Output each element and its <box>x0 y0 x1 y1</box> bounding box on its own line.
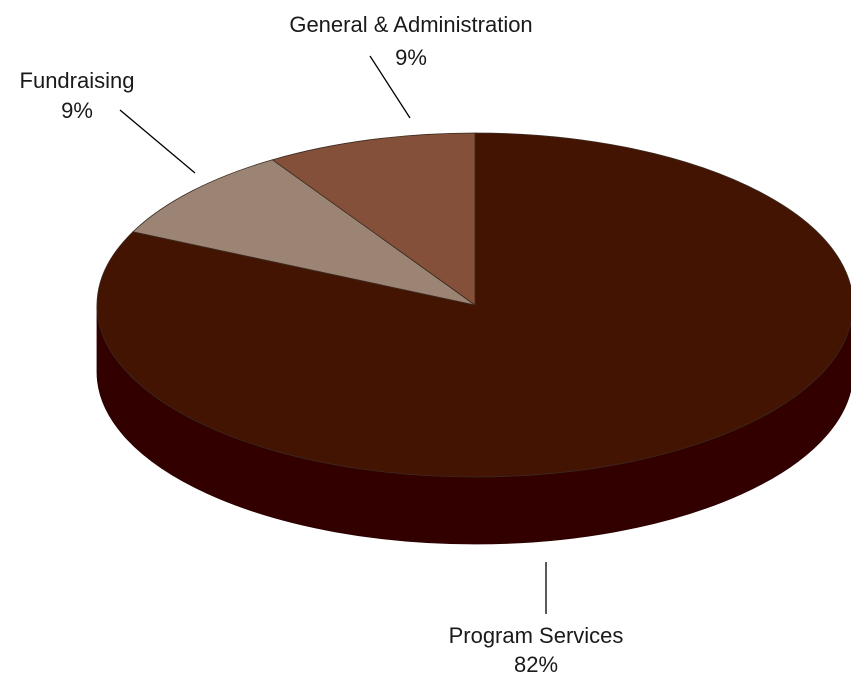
leader-line-general-administration <box>369 55 411 119</box>
slice-label-fundraising: Fundraising <box>20 68 135 93</box>
slice-percent-program-services: 82% <box>514 652 558 677</box>
pie-slice-general-administration <box>271 132 476 306</box>
pie-slice-fundraising <box>132 159 476 306</box>
slice-percent-fundraising: 9% <box>61 98 93 123</box>
leader-line-fundraising <box>119 109 196 174</box>
slice-percent-general-administration: 9% <box>395 45 427 70</box>
pie-top-group <box>96 132 851 478</box>
slice-label-program-services: Program Services <box>449 623 624 648</box>
pie-labels-group: Program Services 82% Fundraising 9% General … <box>20 12 624 677</box>
slice-label-general-administration: General & Administration <box>289 12 532 37</box>
